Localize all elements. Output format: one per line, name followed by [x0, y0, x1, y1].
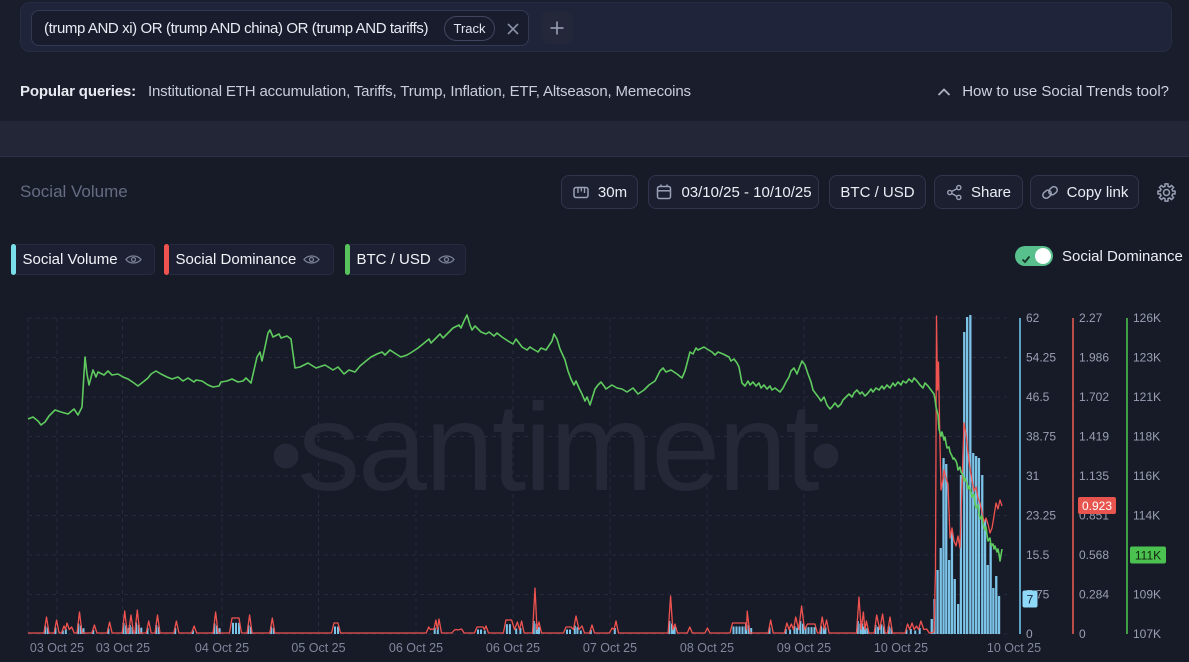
svg-text:0: 0: [1026, 627, 1033, 641]
svg-text:0.923: 0.923: [1082, 499, 1112, 513]
svg-text:46.5: 46.5: [1026, 390, 1050, 404]
svg-text:123K: 123K: [1133, 351, 1161, 365]
svg-text:118K: 118K: [1133, 430, 1160, 444]
svg-text:04 Oct 25: 04 Oct 25: [195, 641, 249, 655]
svg-text:38.75: 38.75: [1026, 430, 1056, 444]
svg-text:0.568: 0.568: [1079, 548, 1109, 562]
svg-text:31: 31: [1026, 469, 1040, 483]
svg-text:07 Oct 25: 07 Oct 25: [583, 641, 637, 655]
svg-text:03 Oct 25: 03 Oct 25: [30, 641, 84, 655]
svg-text:116K: 116K: [1133, 469, 1160, 483]
svg-text:107K: 107K: [1133, 627, 1161, 641]
svg-text:1.702: 1.702: [1079, 390, 1109, 404]
svg-text:121K: 121K: [1133, 390, 1161, 404]
svg-text:2.27: 2.27: [1079, 311, 1103, 325]
svg-text:10 Oct 25: 10 Oct 25: [874, 641, 928, 655]
svg-text:03 Oct 25: 03 Oct 25: [96, 641, 150, 655]
svg-text:62: 62: [1026, 311, 1040, 325]
svg-text:126K: 126K: [1133, 311, 1161, 325]
svg-text:1.135: 1.135: [1079, 469, 1109, 483]
svg-text:santiment: santiment: [298, 379, 819, 517]
svg-text:15.5: 15.5: [1026, 548, 1050, 562]
svg-text:1.419: 1.419: [1079, 430, 1109, 444]
svg-text:09 Oct 25: 09 Oct 25: [777, 641, 831, 655]
svg-text:10 Oct 25: 10 Oct 25: [987, 641, 1041, 655]
svg-text:114K: 114K: [1133, 509, 1160, 523]
svg-text:05 Oct 25: 05 Oct 25: [291, 641, 345, 655]
svg-text:0: 0: [1079, 627, 1086, 641]
svg-text:06 Oct 25: 06 Oct 25: [389, 641, 443, 655]
svg-text:111K: 111K: [1135, 549, 1161, 563]
svg-text:08 Oct 25: 08 Oct 25: [680, 641, 734, 655]
svg-text:109K: 109K: [1133, 588, 1161, 602]
svg-text:7: 7: [1027, 593, 1034, 607]
svg-text:23.25: 23.25: [1026, 509, 1056, 523]
svg-text:06 Oct 25: 06 Oct 25: [486, 641, 540, 655]
svg-text:54.25: 54.25: [1026, 351, 1056, 365]
svg-text:1.986: 1.986: [1079, 351, 1109, 365]
svg-text:0.284: 0.284: [1079, 588, 1109, 602]
